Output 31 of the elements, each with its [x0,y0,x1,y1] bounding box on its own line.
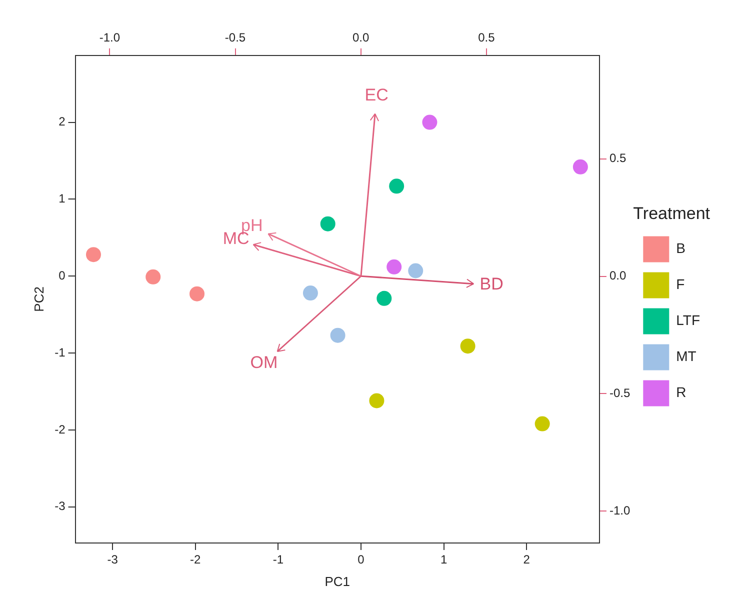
y-axis-title: PC2 [31,286,46,312]
legend-label: B [676,240,686,256]
y2-tick-label: 0.0 [609,268,626,283]
legend-label: BD [480,274,504,294]
x-tick-label: 0 [358,552,365,567]
y2-tick-label: -0.5 [609,386,630,400]
x2-tick-label: 0.0 [352,30,370,45]
y-tick-label: -2 [54,422,66,436]
x-axis-title: PC1 [324,574,350,589]
y-tick-label: 2 [58,114,66,129]
legend-title: Treatment [633,204,710,223]
legend-label: R [676,384,686,400]
x-tick-label: -3 [107,552,118,567]
legend-label: LTF [676,312,700,328]
y-tick-label: 1 [58,192,66,206]
x-tick-label: -2 [190,552,202,567]
x2-tick-label: -0.5 [224,30,246,45]
series-label: OM [250,353,278,372]
legend-label: F [676,276,685,292]
x-tick-label: -1 [272,552,284,567]
y-tick-label: 0 [58,268,66,282]
x-tick-label: 2 [523,552,530,567]
x2-tick-label: -1.0 [99,30,120,45]
y-tick-label: -1 [54,345,66,360]
series-label: EC [364,86,388,105]
y2-tick-label: 0.5 [609,151,626,166]
x-tick-label: 1 [440,552,448,567]
x2-tick-label: 0.5 [478,30,496,45]
legend-label: MT [676,348,697,364]
y-tick-label: -3 [54,499,66,514]
y2-tick-label: -1.0 [609,503,630,518]
